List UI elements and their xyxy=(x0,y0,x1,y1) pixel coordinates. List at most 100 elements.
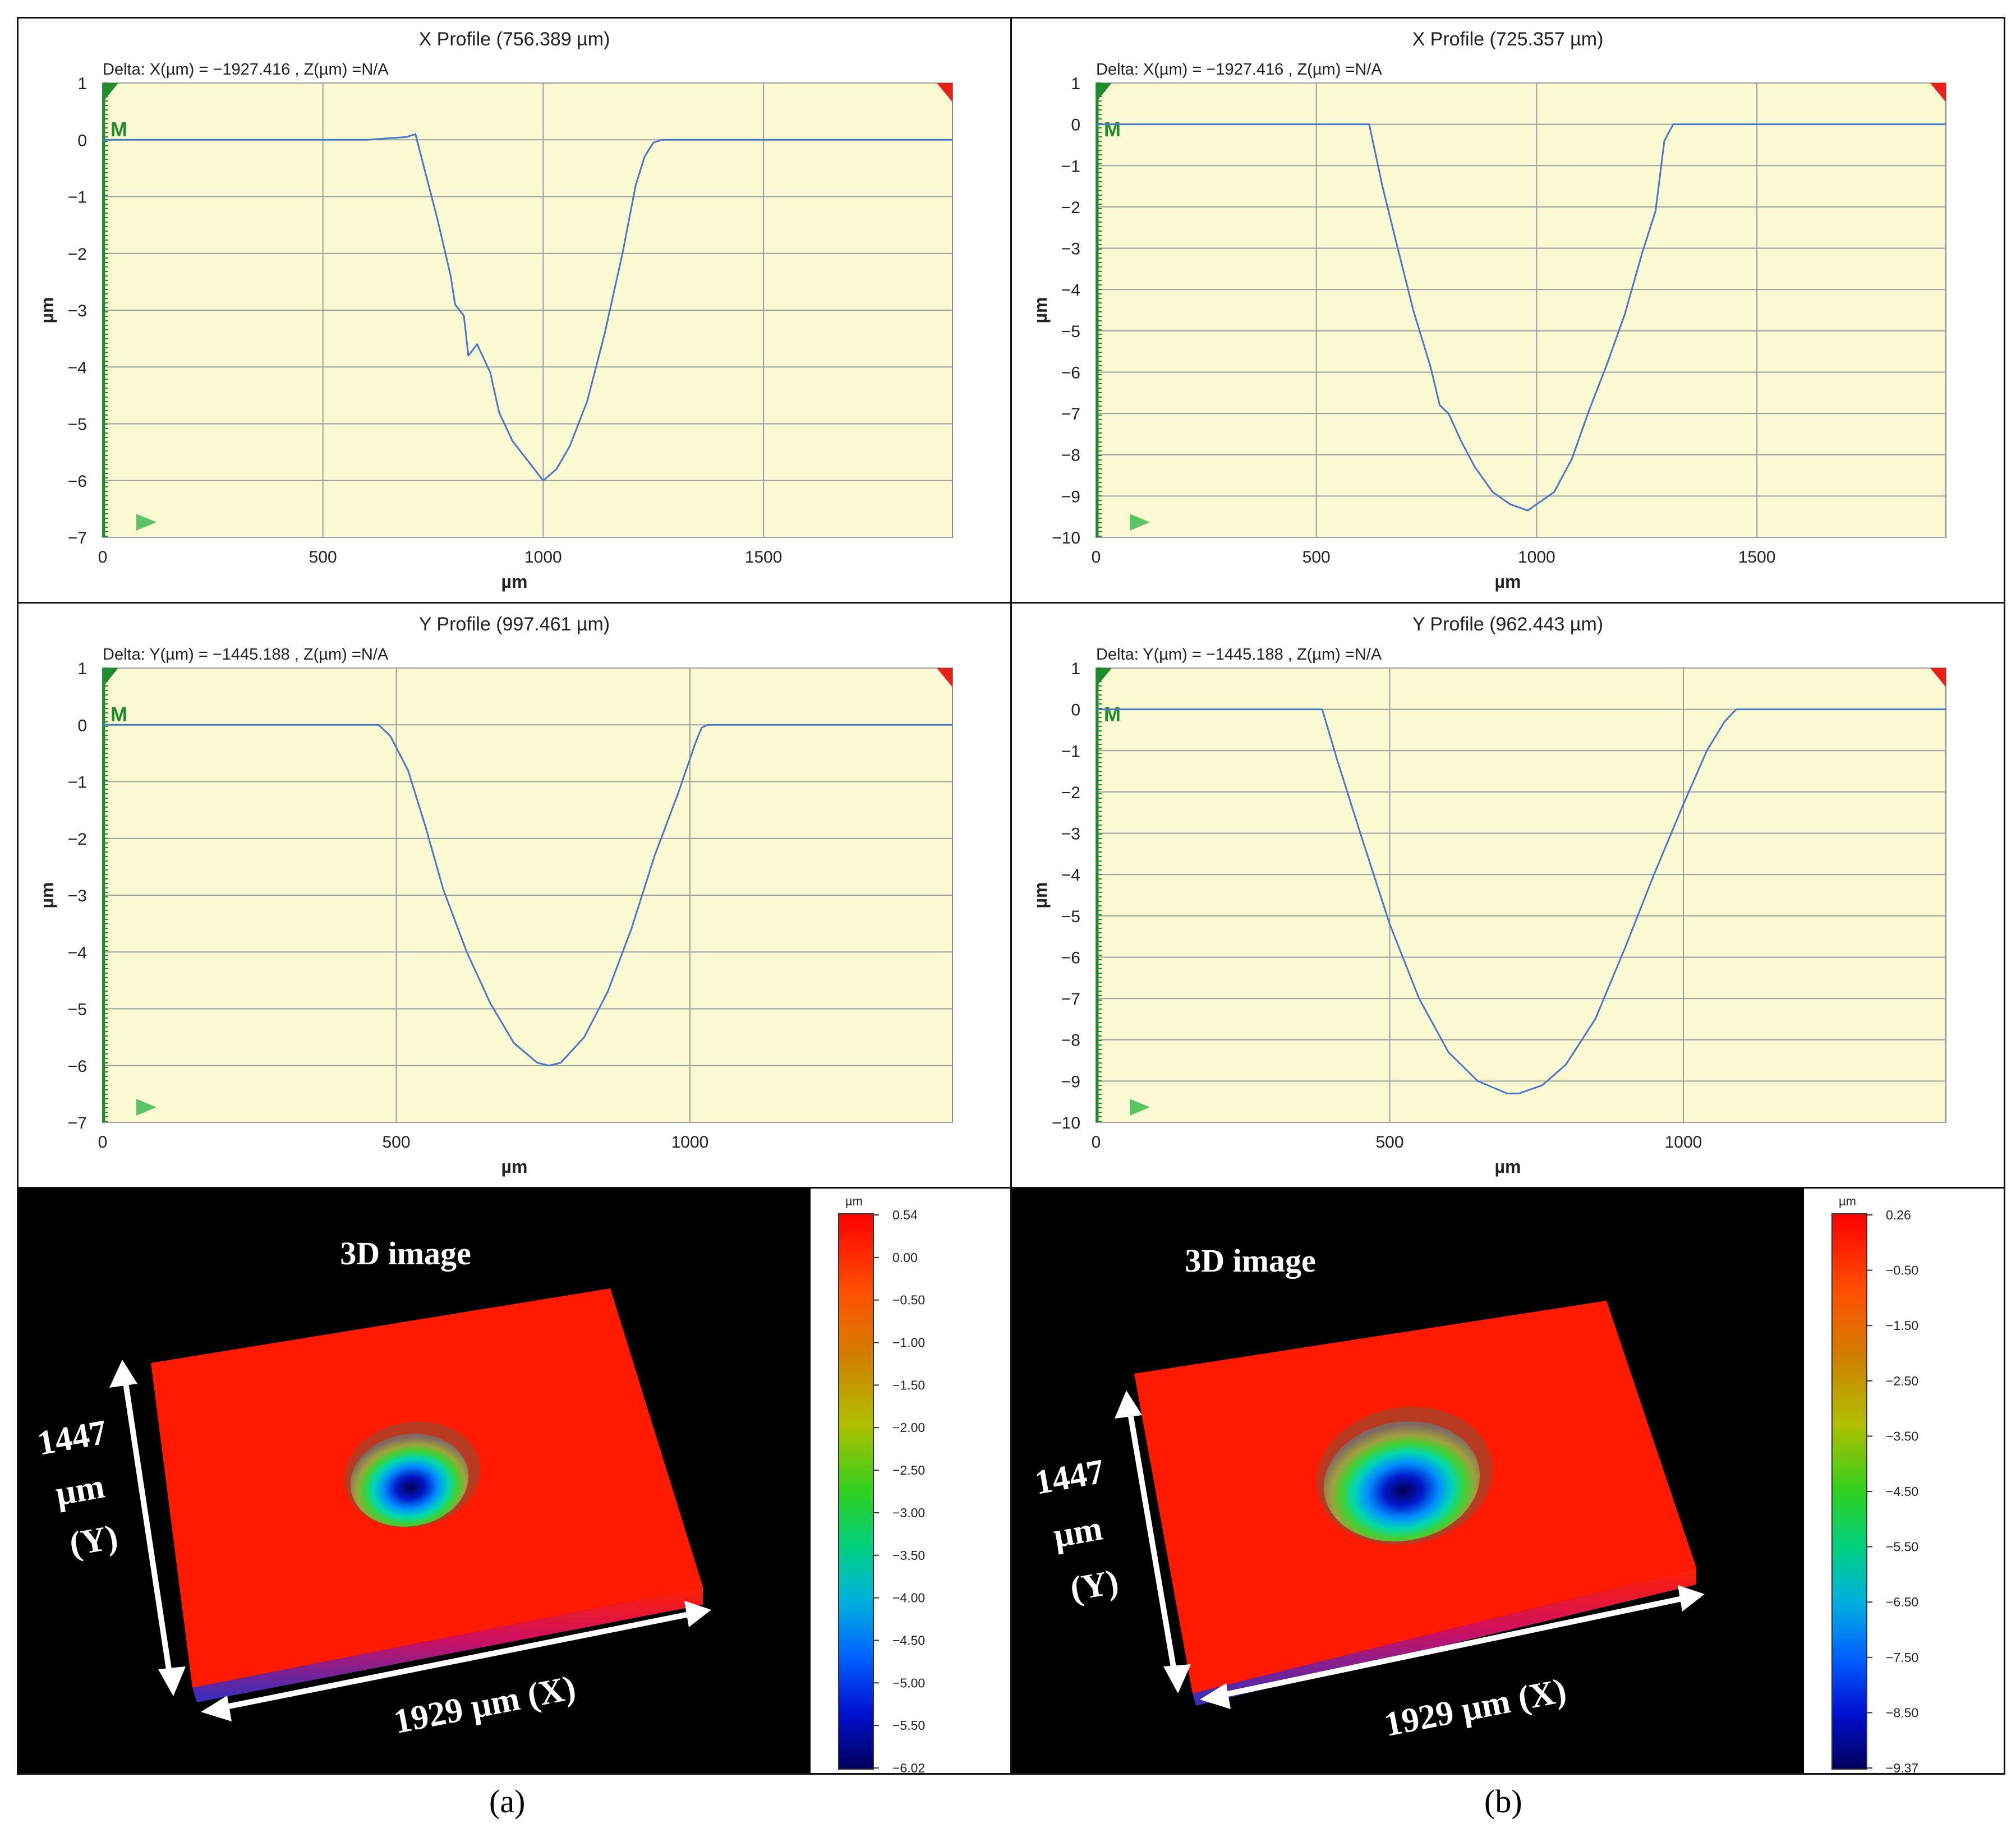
y-tick-label: −7 xyxy=(1061,405,1080,423)
start-marker-icon xyxy=(103,83,118,102)
profile-panel-a-x: X Profile (756.389 µm) Delta: X(µm) = −19… xyxy=(17,17,1012,604)
y-tick-label: −7 xyxy=(68,529,87,547)
y-tick-label: 1 xyxy=(1071,75,1080,93)
y-dimension-label: (Y) xyxy=(67,1518,121,1564)
end-marker-icon xyxy=(1930,668,1946,687)
play-icon xyxy=(136,1099,157,1116)
delta-readout: Delta: Y(µm) = −1445.188 , Z(µm) =N/A xyxy=(1096,646,1382,664)
profile-line xyxy=(103,724,952,1067)
y-tick-label: −10 xyxy=(1052,529,1080,547)
colorbar-tick-label: −9.37 xyxy=(1886,1761,1918,1773)
y-tick-label: −6 xyxy=(1061,948,1080,967)
y-tick-label: −4 xyxy=(1061,281,1080,300)
surface-side xyxy=(1193,1568,1696,1706)
y-tick-label: −4 xyxy=(68,358,87,377)
colorbar-tick-label: −1.50 xyxy=(1886,1318,1918,1333)
colorbar-tick-label: −6.02 xyxy=(892,1761,925,1773)
y-tick-label: −4 xyxy=(68,943,87,962)
x-tick-label: 1000 xyxy=(1518,548,1555,567)
colorbar-tick-label: −2.00 xyxy=(892,1420,925,1435)
x-dimension-label: 1929 µm (X) xyxy=(390,1669,578,1741)
end-marker-icon xyxy=(937,83,952,102)
plot-area xyxy=(1096,667,1946,1123)
colorbar-tick-label: −3.50 xyxy=(892,1548,925,1563)
surface-panel-b: 3D image 1447 µm (Y) 1929 µm (X) µm 0.26 −0.50 −… xyxy=(1010,1187,2005,1775)
y-dimension-label: µm xyxy=(1051,1509,1106,1555)
x-tick-label: 0 xyxy=(98,1133,108,1152)
y-tick-label: −6 xyxy=(1061,363,1080,382)
x-arrow-line xyxy=(1221,1596,1683,1698)
y-arrow-head-top-icon xyxy=(109,1360,137,1388)
m-marker: M xyxy=(1104,703,1121,726)
y-tick-label: −8 xyxy=(1061,446,1080,465)
chart-title: Y Profile (962.443 µm) xyxy=(1412,614,1603,635)
y-dimension-label: µm xyxy=(53,1467,108,1513)
x-tick-label: 1000 xyxy=(671,1133,709,1152)
start-marker-icon xyxy=(1096,83,1112,102)
end-marker-icon xyxy=(1930,83,1946,102)
x-tick-label: 500 xyxy=(382,1133,410,1152)
m-marker: M xyxy=(111,703,127,726)
surface-title: 3D image xyxy=(340,1235,471,1272)
y-tick-label: −5 xyxy=(1061,323,1080,341)
start-marker-icon xyxy=(103,668,118,687)
x-tick-label: 0 xyxy=(98,548,108,567)
y-tick-label: −5 xyxy=(68,416,87,434)
y-tick-label: 1 xyxy=(1071,660,1080,678)
y-tick-label: −1 xyxy=(68,188,87,207)
y-tick-label: −2 xyxy=(1061,784,1080,802)
y-axis-label: µm xyxy=(1030,297,1051,324)
y-arrow-head-bottom-icon xyxy=(1163,1664,1191,1693)
y-arrow-line xyxy=(122,1379,173,1677)
surface-chart-a: 3D image 1447 µm (Y) 1929 µm (X) µm 0.54 0.00 −0… xyxy=(35,1189,1010,1773)
x-tick-label: 0 xyxy=(1092,1133,1101,1152)
colorbar-tick-label: −4.50 xyxy=(1886,1484,1918,1499)
colorbar-tick-label: −1.50 xyxy=(892,1378,925,1392)
m-marker: M xyxy=(111,118,127,141)
colorbar-tick-label: −6.50 xyxy=(1886,1595,1918,1609)
x-tick-label: 1000 xyxy=(524,548,562,567)
profile-panel-b-x: X Profile (725.357 µm) Delta: X(µm) = −19… xyxy=(1010,17,2005,604)
x-axis-label: µm xyxy=(501,572,528,592)
y-tick-label: −1 xyxy=(68,773,87,792)
profile-chart-b-x: X Profile (725.357 µm) Delta: X(µm) = −19… xyxy=(1030,29,1946,592)
plot-area xyxy=(1096,82,1946,538)
colorbar-tick-label: −0.50 xyxy=(892,1293,925,1307)
delta-readout: Delta: X(µm) = −1927.416 , Z(µm) =N/A xyxy=(1096,61,1382,79)
y-axis-label: µm xyxy=(37,882,57,909)
profile-chart-a-y: Y Profile (997.461 µm) Delta: Y(µm) = −14… xyxy=(37,614,953,1177)
colorbar-tick-label: −5.50 xyxy=(892,1718,925,1733)
y-tick-label: −9 xyxy=(1061,1072,1080,1091)
y-tick-label: −3 xyxy=(68,887,87,905)
y-tick-label: −4 xyxy=(1061,866,1080,885)
surface-title: 3D image xyxy=(1185,1242,1316,1279)
surface-panel-a: 3D image 1447 µm (Y) 1929 µm (X) µm 0.54 0.00 −0… xyxy=(17,1187,1012,1775)
y-tick-label: −2 xyxy=(1061,199,1080,217)
y-tick-label: −3 xyxy=(1061,825,1080,844)
colorbar-tick-label: 0.54 xyxy=(892,1208,918,1222)
profile-panel-b-y: Y Profile (962.443 µm) Delta: Y(µm) = −14… xyxy=(1010,602,2005,1189)
start-marker-icon xyxy=(1096,668,1112,687)
colorbar-tick-label: 0.26 xyxy=(1886,1208,1911,1222)
y-dimension-label: 1447 xyxy=(1032,1452,1107,1502)
play-icon xyxy=(136,514,157,531)
x-tick-label: 0 xyxy=(1092,548,1101,567)
surface-pit xyxy=(1323,1421,1480,1542)
x-tick-label: 1500 xyxy=(1738,548,1776,567)
x-axis-label: µm xyxy=(1495,1157,1521,1177)
x-arrow-head-left-icon xyxy=(201,1696,232,1721)
chart-title: Y Profile (997.461 µm) xyxy=(419,614,610,635)
colorbar-tick-label: −1.00 xyxy=(892,1336,925,1350)
colorbar-tick-label: −2.50 xyxy=(892,1463,925,1477)
colorbar-tick-label: −2.50 xyxy=(1886,1374,1918,1388)
y-dimension-label: (Y) xyxy=(1067,1563,1122,1609)
y-tick-label: −5 xyxy=(1061,908,1080,926)
end-marker-icon xyxy=(937,668,952,687)
x-axis-label: µm xyxy=(501,1157,528,1177)
y-tick-label: 0 xyxy=(1071,701,1080,720)
y-tick-label: −10 xyxy=(1052,1114,1080,1132)
x-tick-label: 500 xyxy=(1302,548,1331,567)
x-axis-label: µm xyxy=(1495,572,1521,592)
colorbar-tick-label: −8.50 xyxy=(1886,1705,1918,1720)
x-arrow-line xyxy=(223,1611,689,1710)
